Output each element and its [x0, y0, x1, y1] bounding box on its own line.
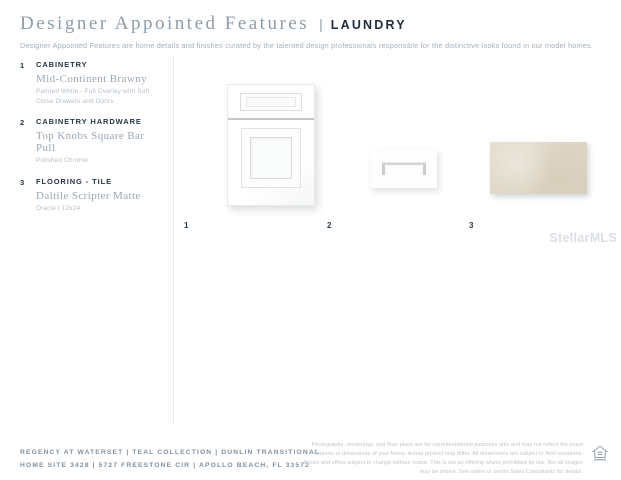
cabinet-door-front — [241, 128, 301, 188]
cabinet-door-sample-image — [227, 84, 315, 206]
footer-line-1: REGENCY AT WATERSET | TEAL COLLECTION | … — [20, 449, 321, 456]
feature-item-flooring: 3 FLOORING - TILE Daltile Scripter Matte… — [20, 177, 165, 214]
feature-product: Top Knobs Square Bar Pull — [36, 130, 145, 155]
stellar-mls-watermark: StellarMLS — [549, 231, 617, 245]
feature-number: 1 — [20, 61, 25, 70]
tile-sample-image — [490, 142, 587, 194]
feature-list: 1 CABINETRY Mid-Continent Brawny Painted… — [20, 60, 165, 224]
bar-pull-sample-image — [371, 150, 437, 188]
footer-line-2: HOME SITE 3428 | 5727 FREESTONE CIR | AP… — [20, 462, 311, 470]
feature-details: Oracle | 12x24 — [36, 204, 81, 212]
footer-community-info: REGENCY AT WATERSET | TEAL COLLECTION | … — [20, 446, 320, 473]
feature-number: 3 — [20, 177, 25, 187]
equal-housing-icon — [591, 445, 609, 461]
feature-product: Daltile Scripter Matte — [36, 189, 141, 202]
bar-pull-shape — [382, 162, 426, 175]
title-row: Designer Appointed Features | LAUNDRY — [20, 13, 601, 35]
cabinet-drawer-front — [240, 93, 302, 111]
feature-details: Painted White - Full Overlay with Soft C… — [36, 88, 150, 105]
feature-product: Mid-Continent Brawny — [36, 73, 147, 85]
feature-category: FLOORING - TILE — [36, 176, 112, 186]
sample-label-1: 1 — [184, 221, 189, 230]
feature-category: CABINETRY HARDWARE — [36, 117, 142, 127]
vertical-divider — [173, 55, 174, 425]
sample-label-2: 2 — [327, 221, 332, 230]
feature-item-cabinetry: 1 CABINETRY Mid-Continent Brawny Painted… — [20, 60, 165, 106]
sample-label-3: 3 — [469, 221, 474, 230]
feature-number: 2 — [20, 118, 25, 128]
feature-details: Polished Chrome — [36, 157, 89, 165]
feature-item-hardware: 2 CABINETRY HARDWARE Top Knobs Square Ba… — [20, 117, 165, 166]
title-separator: | — [319, 16, 323, 32]
footer-disclaimer: Photographs, renderings, and floor plans… — [303, 442, 583, 475]
room-name: LAUNDRY — [330, 18, 407, 32]
feature-category: CABINETRY — [36, 60, 88, 69]
header: Designer Appointed Features | LAUNDRY De… — [20, 13, 601, 50]
page-title: Designer Appointed Features — [20, 13, 310, 34]
subtitle: Designer Appointed Features are home det… — [20, 41, 594, 50]
cabinet-split-line — [228, 118, 314, 120]
